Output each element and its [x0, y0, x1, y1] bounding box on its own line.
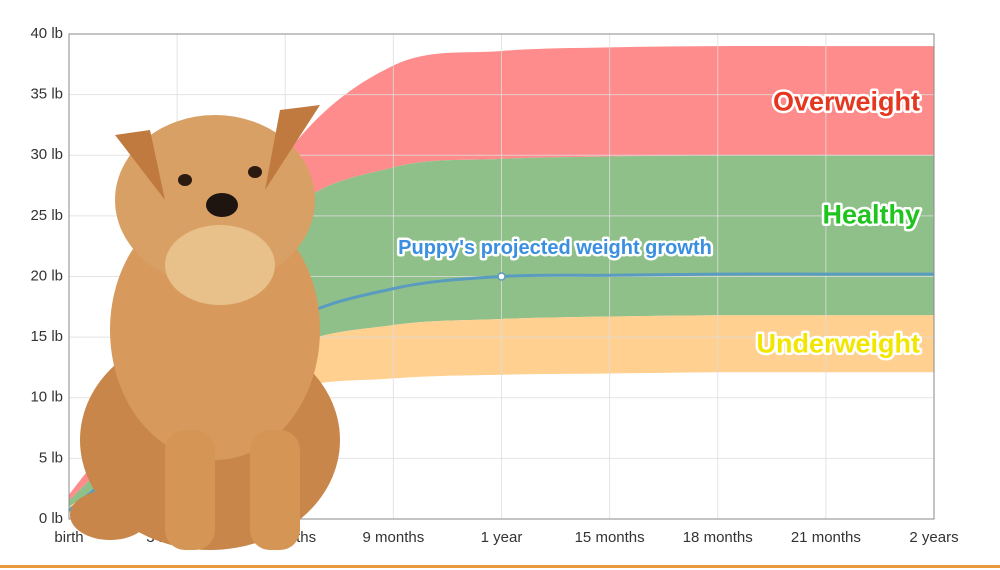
- band-label: Healthy: [822, 199, 920, 229]
- x-tick-label: 15 months: [575, 529, 645, 546]
- puppy-photo: [70, 105, 340, 550]
- growth-marker: [497, 272, 506, 281]
- y-tick-label: 25 lb: [30, 207, 63, 224]
- band-label: Overweight: [773, 86, 920, 116]
- y-tick-label: 5 lb: [39, 449, 63, 466]
- y-tick-label: 35 lb: [30, 86, 63, 103]
- y-tick-label: 20 lb: [30, 267, 63, 284]
- x-tick-label: 9 months: [363, 529, 425, 546]
- band-label: Underweight: [756, 328, 920, 358]
- x-tick-label: 21 months: [791, 529, 861, 546]
- plot-frame: [68, 33, 935, 520]
- labels: Puppy's projected weight growth Overweigh…: [30, 25, 922, 527]
- series-label: Puppy's projected weight growth: [398, 237, 712, 259]
- y-tick-label: 30 lb: [30, 146, 63, 163]
- y-tick-label: 15 lb: [30, 328, 63, 345]
- x-tick-label: 2 years: [909, 529, 958, 546]
- y-tick-label: 0 lb: [39, 510, 63, 527]
- y-tick-label: 40 lb: [30, 25, 63, 42]
- x-tick-label: 1 year: [481, 529, 523, 546]
- x-tick-label: 18 months: [683, 529, 753, 546]
- y-tick-label: 10 lb: [30, 389, 63, 406]
- bottom-rule: [0, 565, 1000, 568]
- x-tick-label: birth: [54, 529, 83, 546]
